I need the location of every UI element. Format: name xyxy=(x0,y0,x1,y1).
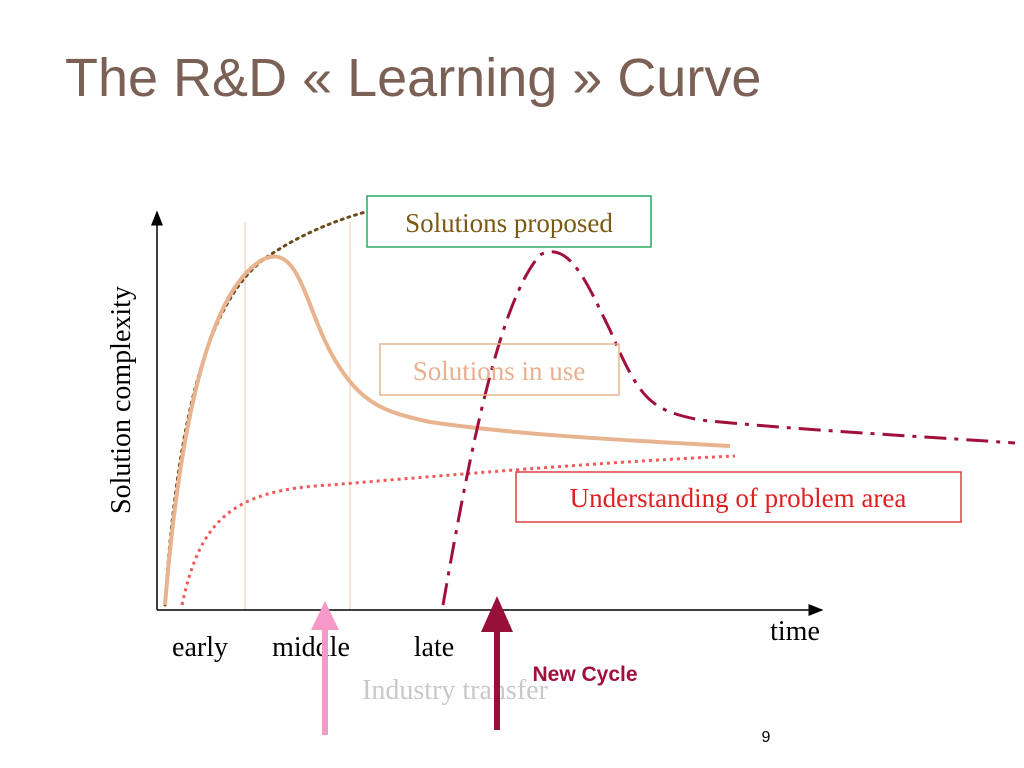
curve-label: Solutions in use xyxy=(413,356,586,386)
label-box xyxy=(515,471,962,523)
slide-title: The R&D « Learning » Curve xyxy=(65,48,761,108)
new-cycle-curve xyxy=(441,250,1016,606)
new-cycle-arrowhead xyxy=(481,596,513,632)
page-number: 9 xyxy=(762,729,771,746)
label-box xyxy=(366,195,652,248)
understanding-curve xyxy=(180,454,736,606)
in-use-curve xyxy=(163,254,731,606)
arrow-label: Industry transfer xyxy=(362,675,549,706)
y-axis-label: Solution complexity xyxy=(106,286,137,514)
curve-label: Understanding of problem area xyxy=(570,483,907,513)
phase-label: middle xyxy=(272,632,350,663)
phase-label: early xyxy=(172,632,228,663)
proposed-curve xyxy=(163,195,462,607)
x-axis-label: time xyxy=(770,616,820,647)
transfer-arrowhead xyxy=(311,601,339,630)
arrow-label: New Cycle xyxy=(532,663,637,686)
phase-label: late xyxy=(414,632,454,663)
label-box xyxy=(379,343,620,396)
curve-label: Solutions proposed xyxy=(405,208,613,238)
